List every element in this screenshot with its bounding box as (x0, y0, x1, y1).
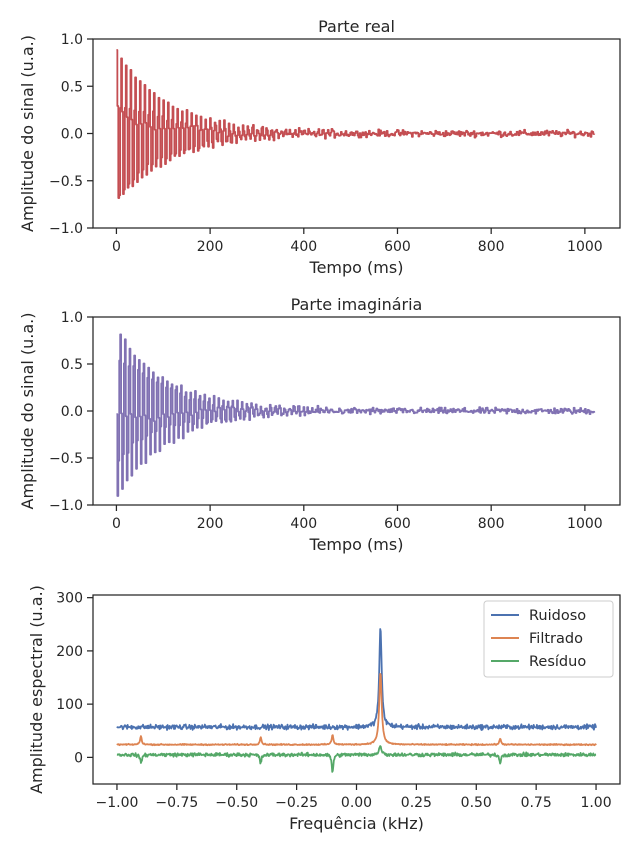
legend-label: Resíduo (529, 654, 586, 670)
y-tick-label: 0.0 (61, 127, 83, 143)
y-axis-label: Amplitude do sinal (u.a.) (18, 313, 37, 510)
series-line-resíduo (116, 745, 597, 773)
chart-title: Parte real (318, 17, 395, 36)
chart-2: Parte imaginária 0 200 400 600 800 1000 −1.0 −0.… (18, 295, 621, 554)
y-axis-label: Amplitude do sinal (u.a.) (18, 35, 37, 232)
x-tick-label: −1.00 (96, 795, 139, 811)
legend-label: Filtrado (529, 631, 583, 647)
x-tick-label: 600 (384, 239, 411, 255)
x-tick-label: 400 (290, 239, 317, 255)
y-tick-label: −1.0 (49, 221, 83, 237)
x-tick-label: 0.75 (521, 795, 552, 811)
legend-label: Ruidoso (529, 608, 586, 624)
y-tick-label: 1.0 (61, 32, 83, 48)
chart-title: Parte imaginária (291, 295, 423, 314)
y-tick-label: 0.5 (61, 357, 83, 373)
x-tick-label: 0 (112, 516, 121, 532)
y-axis-label: Amplitude espectral (u.a.) (27, 585, 46, 794)
y-tick-label: −0.5 (49, 174, 83, 190)
y-tick-label: 200 (56, 644, 83, 660)
plot-area (116, 333, 596, 497)
y-tick-label: 300 (56, 591, 83, 607)
x-axis-label: Tempo (ms) (309, 535, 404, 554)
x-tick-label: 0.50 (461, 795, 492, 811)
x-tick-label: 1000 (567, 239, 603, 255)
y-tick-label: 0 (74, 750, 83, 766)
x-tick-label: −0.75 (155, 795, 198, 811)
x-axis-label: Tempo (ms) (309, 258, 404, 277)
x-tick-label: 0 (112, 239, 121, 255)
x-tick-label: 200 (197, 516, 224, 532)
y-tick-label: 0.0 (61, 404, 83, 420)
x-tick-label: 0.25 (401, 795, 432, 811)
y-tick-label: 100 (56, 697, 83, 713)
series-line-parte-imaginária (116, 333, 596, 497)
x-tick-label: 1.00 (580, 795, 611, 811)
x-tick-label: −0.25 (275, 795, 318, 811)
x-tick-label: 200 (197, 239, 224, 255)
y-tick-label: 0.5 (61, 79, 83, 95)
x-tick-label: 800 (478, 239, 505, 255)
x-tick-label: −0.50 (215, 795, 258, 811)
series-line-ruidoso (116, 628, 597, 731)
chart-1: Parte real 0 200 400 600 800 1000 −1.0 −0.5 0.0 0.… (18, 17, 621, 277)
legend-box (483, 600, 614, 678)
plot-area (116, 628, 597, 773)
y-tick-label: 1.0 (61, 310, 83, 326)
x-tick-label: 400 (290, 516, 317, 532)
series-line-parte-real (116, 49, 596, 199)
y-tick-label: −0.5 (49, 451, 83, 467)
y-tick-label: −1.0 (49, 498, 83, 514)
legend: Ruidoso Filtrado Resíduo (483, 600, 614, 678)
plot-area (116, 49, 596, 199)
series-line-filtrado (116, 672, 597, 747)
x-tick-label: 800 (478, 516, 505, 532)
x-tick-label: 0.00 (341, 795, 372, 811)
x-tick-label: 600 (384, 516, 411, 532)
chart-3: −1.00 −0.75 −0.50 −0.25 0.00 0.25 0.50 0.75 1.00… (27, 585, 621, 833)
x-tick-label: 1000 (567, 516, 603, 532)
x-axis-label: Frequência (kHz) (289, 814, 424, 833)
